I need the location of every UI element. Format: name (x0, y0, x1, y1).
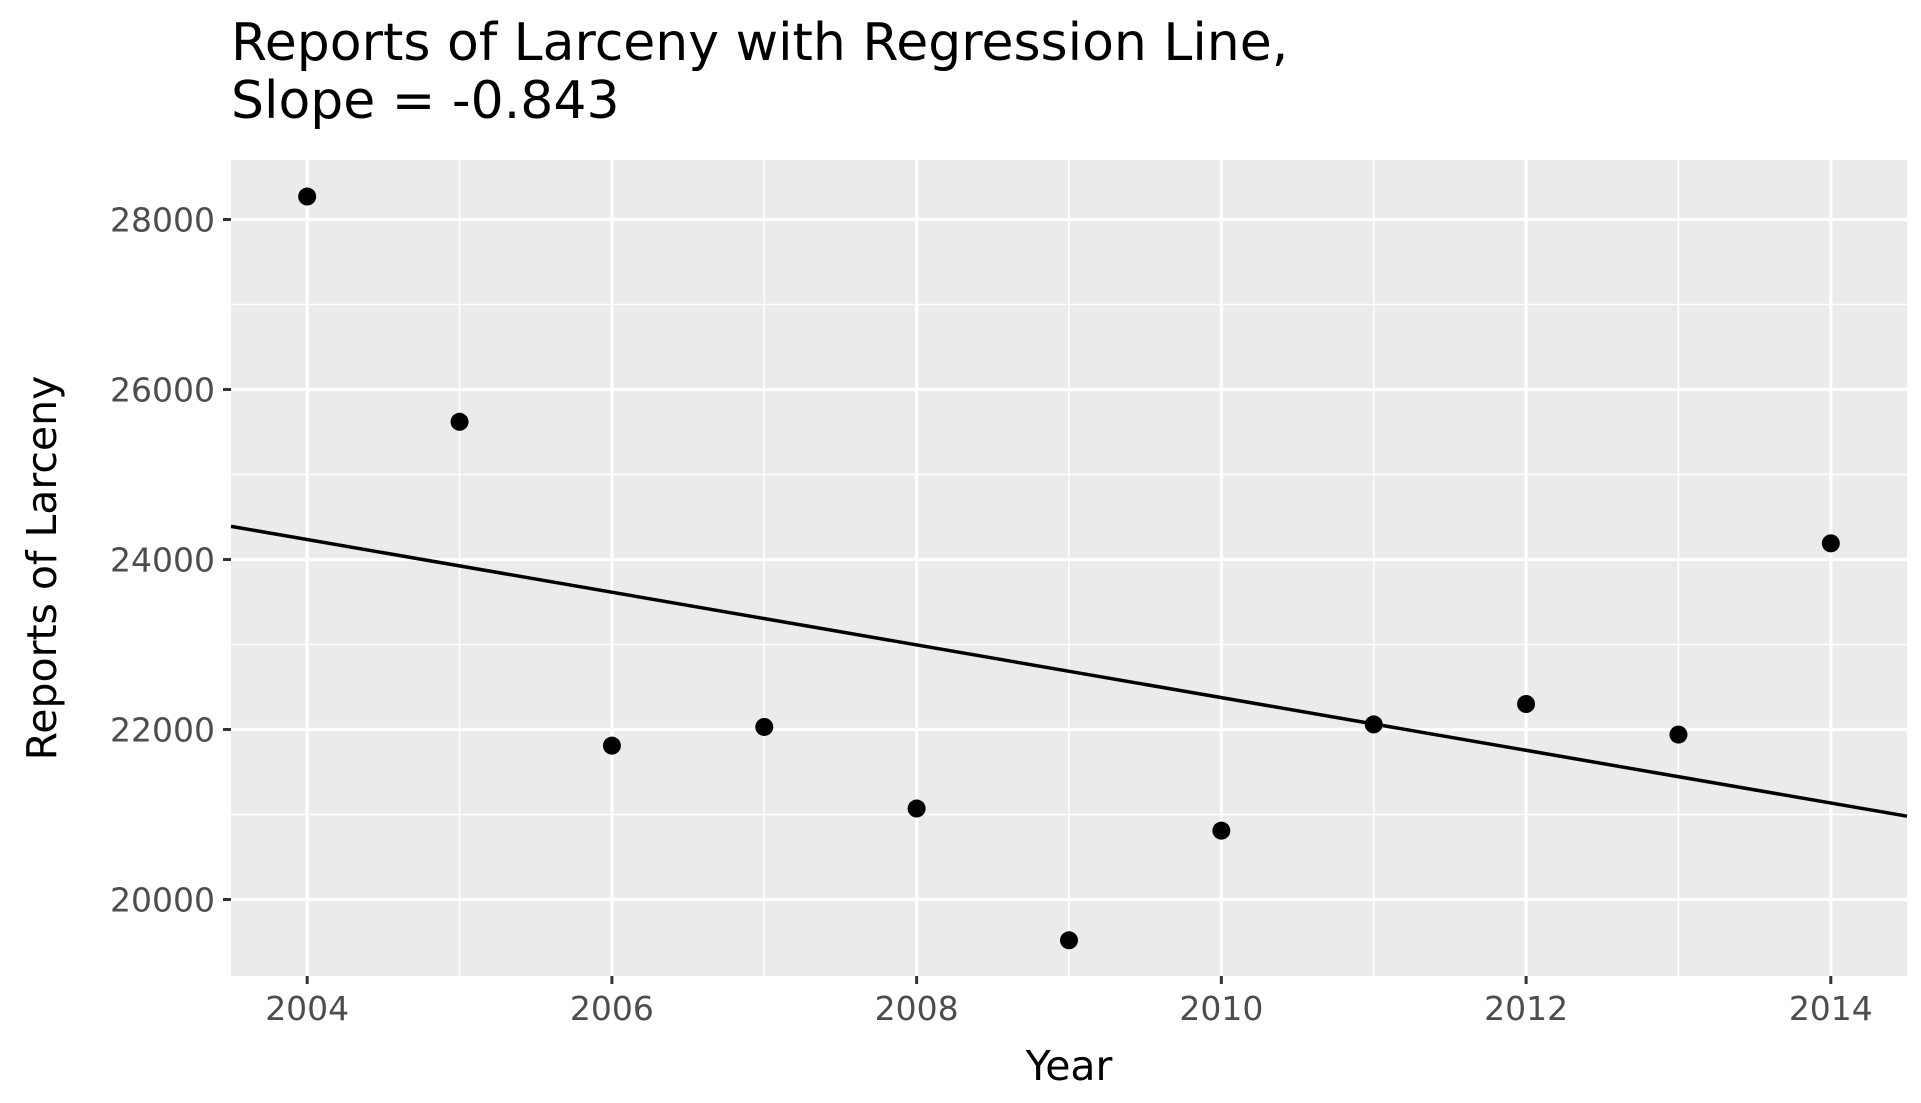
minor-gridlines (231, 160, 1907, 976)
data-point (450, 412, 469, 431)
x-tick-label: 2010 (1179, 989, 1263, 1028)
y-tick-label: 22000 (110, 711, 215, 750)
y-axis-ticks: 20000 22000 24000 26000 28000 (110, 201, 231, 920)
data-points (298, 187, 1840, 950)
data-point (907, 799, 926, 818)
data-point (1212, 821, 1231, 840)
x-tick-label: 2006 (570, 989, 654, 1028)
data-point (1669, 725, 1688, 744)
data-point (1517, 695, 1536, 713)
x-tick-label: 2014 (1789, 989, 1873, 1028)
regression-line (230, 524, 1908, 818)
data-point (298, 187, 317, 206)
chart-title-line-1: Reports of Larceny with Regression Line, (231, 13, 1289, 73)
chart-title: Reports of Larceny with Regression Line,… (231, 14, 1288, 130)
x-tick-label: 2004 (265, 989, 349, 1028)
data-point (1060, 931, 1078, 950)
x-axis-title: Year (1025, 1042, 1113, 1090)
chart-title-line-2: Slope = -0.843 (231, 71, 620, 131)
major-gridlines (231, 160, 1907, 976)
data-point (1364, 715, 1383, 734)
x-axis-ticks: 2004 2006 2008 2010 2012 2014 (265, 976, 1873, 1028)
y-axis-title: Reports of Larceny (18, 376, 66, 761)
x-tick-label: 2012 (1484, 989, 1568, 1028)
y-tick-label: 26000 (110, 371, 215, 410)
data-point (755, 717, 774, 736)
data-point (602, 736, 621, 755)
y-tick-label: 24000 (110, 541, 215, 580)
data-point (1821, 534, 1840, 553)
x-tick-label: 2008 (875, 989, 959, 1028)
y-tick-label: 28000 (110, 201, 215, 240)
y-tick-label: 20000 (110, 881, 215, 920)
